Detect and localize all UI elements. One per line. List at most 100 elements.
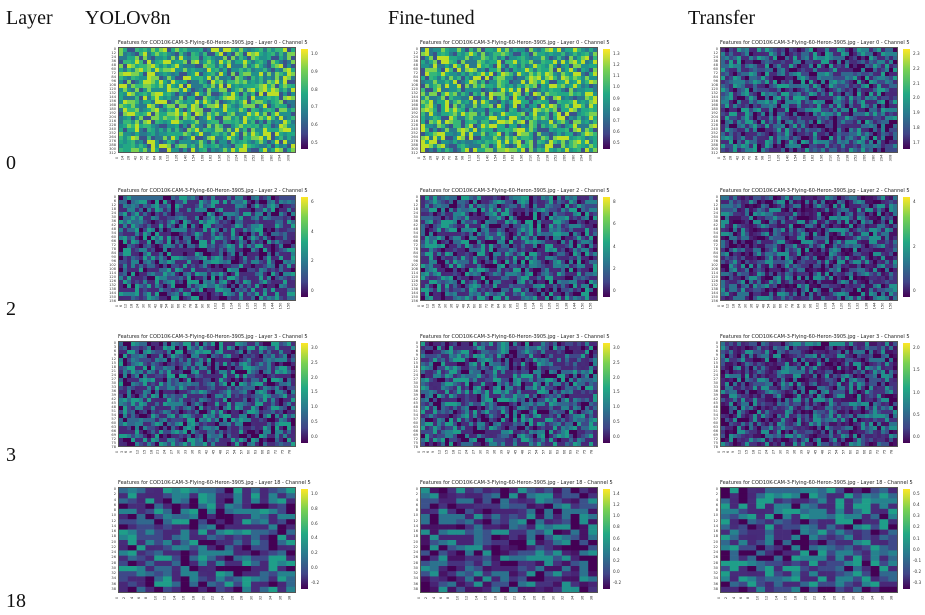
- colorbar-tick-label: 0.0: [613, 433, 620, 439]
- x-tick-label: 22: [812, 595, 817, 601]
- y-tick-label: 15: [413, 361, 418, 365]
- y-tick-label: 42: [111, 223, 116, 227]
- y-tick-label: 114: [109, 271, 116, 275]
- x-tick-label: 196: [819, 154, 824, 162]
- y-tick-label: 45: [111, 401, 116, 405]
- colorbar-tick-label: 0: [913, 288, 916, 293]
- colorbar-tick-label: 6: [311, 199, 314, 204]
- x-tick-label: 32: [258, 595, 263, 601]
- y-tick-label: 204: [109, 115, 116, 119]
- y-tick-label: 252: [711, 131, 718, 135]
- x-tick-label: 252: [251, 154, 256, 162]
- y-tick-label: 96: [111, 259, 116, 263]
- y-tick-label: 78: [111, 445, 116, 449]
- x-tick-label: 168: [502, 154, 507, 162]
- colorbar: [301, 343, 308, 443]
- y-tick-label: 54: [111, 231, 116, 235]
- y-tick-label: 0: [715, 487, 718, 491]
- y-tick-label: 54: [413, 231, 418, 235]
- y-tick-label: 24: [413, 373, 418, 377]
- x-tick-label: 112: [165, 154, 170, 162]
- colorbar-tick-label: 2.5: [311, 359, 318, 365]
- y-tick-label: 36: [111, 581, 116, 586]
- y-tick-label: 108: [711, 267, 718, 271]
- feature-heatmap: [720, 47, 898, 153]
- y-tick-label: 3: [715, 345, 718, 349]
- colorbar-tick-labels: 1.4 1.2 1.0 0.8 0.6 0.4 0.2 0.0 -0.2: [613, 491, 621, 585]
- y-tick-label: 33: [713, 385, 718, 389]
- y-tick-label: 26: [713, 555, 718, 560]
- x-tick-label: 102: [213, 302, 218, 310]
- y-tick-label: 18: [413, 207, 418, 211]
- y-tick-label: 45: [413, 401, 418, 405]
- x-tick-label: 308: [286, 154, 291, 162]
- colorbar: [903, 489, 910, 589]
- x-tick-label: 38: [889, 595, 894, 601]
- feature-map-panel-layer-0-yolov8n: Features for COD10K-CAM-3-Flying-60-Hero…: [109, 40, 334, 165]
- x-tick-label: 8: [144, 596, 149, 600]
- colorbar-tick-label: 0.9: [311, 68, 318, 74]
- y-tick-label: 32: [413, 571, 418, 575]
- row-label-layer-3: 3: [6, 444, 16, 466]
- y-tick-label: 72: [111, 71, 116, 75]
- x-tick-label: 150: [580, 302, 585, 310]
- colorbar-tick-labels: 1.3 1.2 1.1 1.0 0.9 0.8 0.7 0.6 0.5: [613, 51, 620, 145]
- y-tick-label: 33: [111, 385, 116, 389]
- x-tick-label: 238: [845, 154, 850, 162]
- y-tick-label: 30: [111, 381, 116, 385]
- colorbar-tick-label: 0.5: [311, 419, 318, 425]
- panel-title: Features for COD10K-CAM-3-Flying-60-Hero…: [420, 334, 610, 340]
- x-tick-label: 126: [174, 154, 179, 162]
- y-tick-label: 24: [413, 55, 418, 59]
- x-tick-label: 24: [220, 595, 225, 601]
- x-tick-label: 154: [191, 154, 196, 162]
- feature-map-panel-layer-2-fine-tuned: Features for COD10K-CAM-3-Flying-60-Hero…: [411, 188, 636, 313]
- y-tick-label: 78: [713, 247, 718, 251]
- y-tick-label: 26: [413, 555, 418, 560]
- y-tick-label: 63: [413, 425, 418, 429]
- heatmap-svg: [721, 342, 897, 446]
- colorbar: [603, 489, 610, 589]
- feature-heatmap: [420, 47, 598, 153]
- x-tick-label: 10: [754, 595, 759, 601]
- column-header-fine-tuned: Fine-tuned: [388, 7, 475, 29]
- colorbar-tick-label: 3.0: [613, 345, 620, 350]
- y-tick-label: 27: [713, 377, 718, 381]
- x-tick-labels: 0 3 6 9 12 15 18 21 24 27 30 33 36 39 42 45 48 51 54 57 60 63…: [717, 448, 896, 456]
- feature-map-panel-layer-2-transfer: Features for COD10K-CAM-3-Flying-60-Hero…: [711, 188, 925, 313]
- colorbar-tick-labels: 0.5 0.4 0.3 0.2 0.1 0.0 -0.1 -0.2 -0.3: [913, 491, 921, 585]
- y-tick-label: 2: [415, 492, 418, 497]
- x-tick-label: 154: [493, 154, 498, 162]
- y-tick-label: 30: [111, 215, 116, 219]
- y-tick-label: 150: [109, 295, 116, 299]
- y-tick-label: 8: [415, 508, 418, 512]
- colorbar-tick-label: 1.0: [613, 404, 620, 410]
- y-tick-labels: 0 2 4 6 8 10 12 14 16 18 20 22 24 26 28 30 32 34 36 38: [106, 487, 116, 591]
- feature-heatmap: [118, 47, 296, 153]
- y-tick-label: 48: [713, 405, 718, 409]
- colorbar-tick-label: 0.7: [311, 104, 318, 110]
- x-tick-labels: 0 14 28 42 56 70 84 98 112 126 140 154 168 182 196 210 2…: [115, 154, 294, 162]
- y-tick-label: 84: [413, 75, 418, 79]
- colorbar-tick-label: 0.2: [613, 557, 620, 563]
- colorbar-tick-label: 1.3: [613, 51, 620, 56]
- y-tick-label: 300: [411, 147, 418, 151]
- y-tick-label: 39: [111, 393, 116, 397]
- x-tick-label: 108: [823, 302, 828, 310]
- x-tick-label: 20: [200, 595, 205, 601]
- y-tick-label: 10: [111, 513, 116, 518]
- x-tick-label: 196: [217, 154, 222, 162]
- x-tick-label: 34: [570, 595, 575, 601]
- y-tick-label: 30: [713, 215, 718, 219]
- y-tick-label: 288: [711, 143, 718, 147]
- colorbar-tick-label: 1.2: [613, 62, 620, 68]
- y-tick-label: 12: [111, 518, 116, 523]
- y-tick-label: 24: [111, 373, 116, 377]
- x-tick-label: 30: [249, 595, 254, 601]
- feature-heatmap: [720, 487, 898, 593]
- y-tick-label: 22: [111, 544, 116, 549]
- y-tick-label: 216: [109, 119, 116, 123]
- x-tick-labels: 0 6 12 18 24 30 36 42 48 54 60 66 72 78 84 90 96 102 108 11…: [417, 302, 596, 310]
- y-tick-label: 10: [413, 513, 418, 518]
- x-tick-label: 108: [221, 302, 226, 310]
